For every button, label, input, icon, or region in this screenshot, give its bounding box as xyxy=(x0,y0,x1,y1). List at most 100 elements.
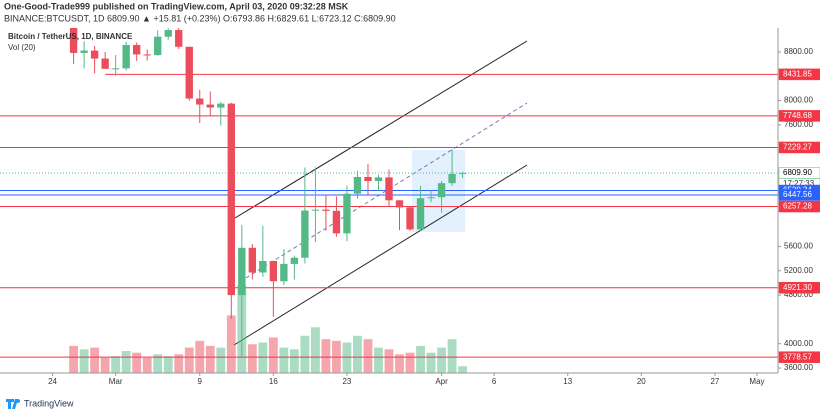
x-tick-label: 27 xyxy=(710,377,719,386)
price-label: 6257.28 xyxy=(783,202,812,211)
candle-body xyxy=(322,209,330,211)
volume-bar xyxy=(132,352,142,373)
y-tick-label: 5600.00 xyxy=(784,242,813,251)
price-label-bg xyxy=(778,189,820,201)
candle-body xyxy=(185,46,193,99)
volume-bar xyxy=(79,349,89,373)
volume-bar xyxy=(342,342,352,373)
volume-bar xyxy=(416,345,425,373)
volume-bar xyxy=(300,335,310,373)
x-tick-label: 23 xyxy=(342,377,351,386)
candle-body xyxy=(416,198,425,230)
volume-bar xyxy=(353,335,362,373)
volume-bar xyxy=(216,347,226,373)
countdown: 17:27:33 xyxy=(783,179,815,188)
candle-body xyxy=(132,45,141,55)
price-label: 7229.27 xyxy=(783,143,812,152)
candle-body xyxy=(269,260,278,282)
candle-body xyxy=(406,207,414,230)
volume-bar xyxy=(153,354,163,373)
x-tick-label: May xyxy=(749,377,764,386)
volume-bar xyxy=(405,352,415,373)
candle-body xyxy=(290,257,299,264)
plot xyxy=(0,28,778,373)
price-label-bg xyxy=(778,351,820,363)
x-tick-label: 20 xyxy=(637,377,646,386)
price-label-bg xyxy=(778,200,820,213)
volume-bar xyxy=(437,347,446,373)
volume-bar xyxy=(363,339,373,373)
volume-bar xyxy=(321,339,331,373)
y-tick-label: 7600.00 xyxy=(784,120,813,129)
channel-upper xyxy=(234,40,528,219)
volume-bar xyxy=(310,327,320,373)
candle-body xyxy=(248,247,257,273)
candle-body xyxy=(69,28,78,53)
volume-bar xyxy=(163,356,173,373)
y-tick-label: 4800.00 xyxy=(784,290,813,299)
candle-body xyxy=(217,103,225,108)
x-tick-label: 13 xyxy=(563,377,572,386)
channel-mid xyxy=(245,102,528,279)
price-label: 4921.30 xyxy=(783,283,812,292)
x-tick-label: 16 xyxy=(269,377,278,386)
candle-body xyxy=(437,183,446,198)
candle-body xyxy=(90,50,99,59)
candle-body xyxy=(458,172,467,174)
y-tick-label: 5200.00 xyxy=(784,266,813,275)
volume-bar xyxy=(268,337,278,373)
volume-bar xyxy=(258,342,268,373)
price-label: 6447.56 xyxy=(783,190,812,199)
y-tick-label: 3600.00 xyxy=(784,363,813,372)
price-label: 3778.57 xyxy=(783,352,812,361)
price-label: 7748.68 xyxy=(783,111,812,120)
candle-body xyxy=(227,103,235,296)
candle-body xyxy=(238,247,246,296)
volume-bar xyxy=(184,347,194,373)
volume-bar xyxy=(142,357,152,373)
candle-body xyxy=(111,68,120,70)
volume-bar xyxy=(458,366,468,373)
price-label: 6809.90 xyxy=(783,168,812,177)
candle-body xyxy=(164,30,172,37)
volume-bar xyxy=(279,347,289,373)
y-tick-label: 8000.00 xyxy=(784,96,813,105)
volume-bar xyxy=(174,354,184,373)
price-label-bg xyxy=(778,110,820,122)
candle-body xyxy=(280,263,288,282)
volume-bar xyxy=(426,352,436,373)
x-tick-label: 9 xyxy=(198,377,203,386)
candle-body xyxy=(80,50,88,53)
brand: TradingView xyxy=(24,398,74,408)
volume-bar xyxy=(100,357,110,373)
logo-icon xyxy=(6,399,21,409)
candle-body xyxy=(122,45,130,69)
price-label-bg xyxy=(778,68,820,81)
candle-body xyxy=(301,210,309,258)
price-label-bg xyxy=(778,141,820,154)
candle-body xyxy=(206,104,214,108)
volume-legend: Vol (20) xyxy=(8,43,36,52)
volume-bar xyxy=(121,351,131,373)
price-label: 8431.85 xyxy=(783,69,812,78)
volume-bar xyxy=(226,315,236,373)
publisher: One-Good-Trade999 published on TradingVi… xyxy=(4,1,349,11)
candle-body xyxy=(364,176,372,182)
volume-bar xyxy=(289,349,299,373)
volume-bar xyxy=(90,347,100,373)
x-tick-label: 6 xyxy=(492,377,497,386)
candle-body xyxy=(427,197,435,199)
candle-body xyxy=(385,177,393,201)
symbol-info: BINANCE:BTCUSDT, 1D 6809.90 ▲ +15.81 (+0… xyxy=(4,13,396,23)
candle-body xyxy=(101,58,109,69)
candle-body xyxy=(353,176,362,194)
candle-body xyxy=(332,210,341,234)
volume-bar xyxy=(205,345,215,373)
volume-bar xyxy=(247,344,257,373)
candle-body xyxy=(374,177,383,182)
candle-body xyxy=(154,36,162,56)
x-tick-label: 24 xyxy=(48,377,57,386)
volume-bar xyxy=(447,339,457,373)
volume-bar xyxy=(395,354,404,373)
